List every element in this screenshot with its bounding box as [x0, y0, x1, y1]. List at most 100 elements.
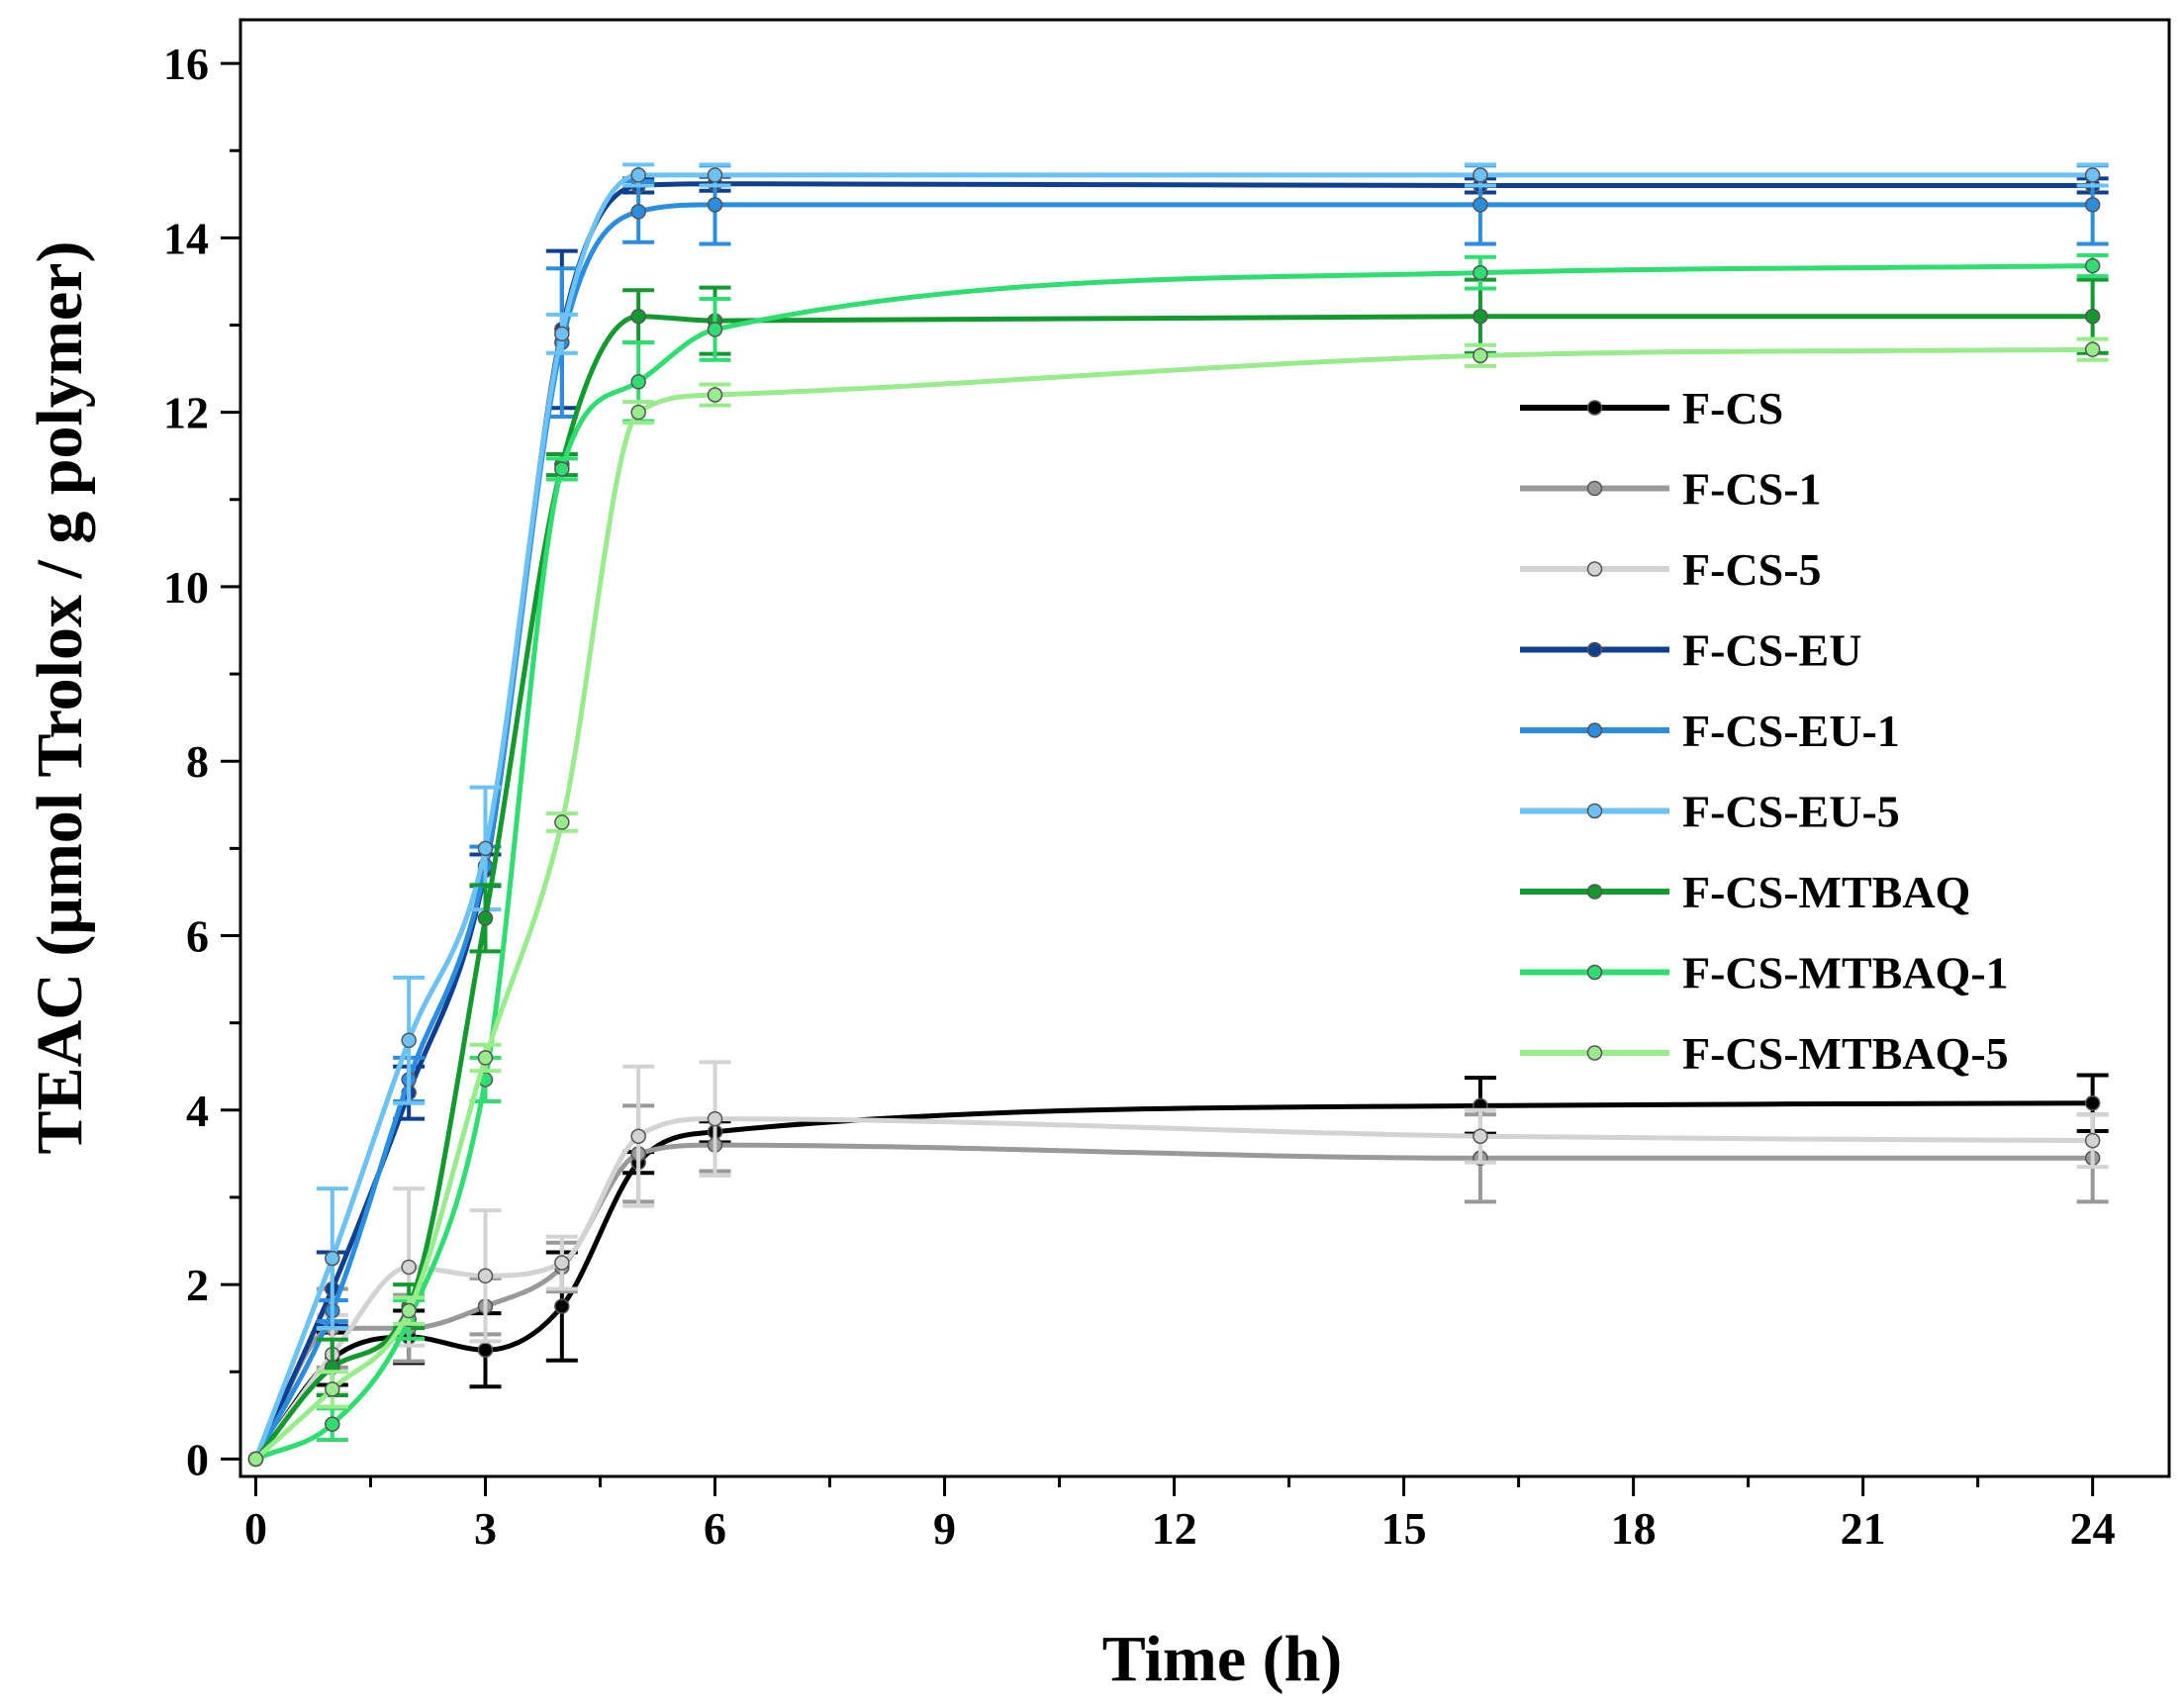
data-point: [630, 404, 646, 421]
series-line: [253, 1142, 2093, 1461]
legend-label: F-CS-MTBAQ-1: [1682, 948, 2009, 998]
x-tick-label: 3: [474, 1503, 497, 1554]
data-point: [1472, 167, 1488, 183]
legend: F-CS F-CS-1 F-CS-5 F-CS-EU F-CS-EU-1 F-CS-EU-…: [1520, 383, 2009, 1079]
data-point: [1472, 308, 1488, 325]
y-tick-label: 8: [186, 736, 209, 787]
data-point: [2084, 341, 2101, 357]
data-point: [477, 1342, 494, 1358]
legend-marker: [1586, 884, 1603, 900]
series-f-cs-mtbaq-5: [247, 336, 2109, 1468]
legend-marker: [1586, 641, 1603, 658]
x-tick-label: 15: [1381, 1503, 1427, 1554]
data-point: [2084, 1094, 2101, 1111]
legend-label: F-CS-EU: [1682, 625, 1861, 676]
series-f-cs: [247, 1073, 2109, 1468]
data-point: [325, 1250, 340, 1267]
legend-marker: [1586, 480, 1603, 497]
legend-item: F-CS-MTBAQ: [1520, 867, 1970, 917]
legend-label: F-CS-MTBAQ-5: [1682, 1028, 2009, 1079]
legend-marker: [1586, 803, 1603, 819]
legend-label: F-CS-EU-5: [1682, 787, 1900, 837]
data-point: [2084, 1132, 2101, 1149]
data-point: [707, 197, 723, 213]
series-line: [253, 1116, 2093, 1461]
legend-item: F-CS: [1520, 383, 1783, 433]
y-tick-label: 4: [186, 1086, 209, 1136]
data-point: [2084, 197, 2101, 213]
y-axis-title: TEAC (μmol Trolox / g polymer): [24, 241, 96, 1155]
x-tick-label: 18: [1611, 1503, 1657, 1554]
legend-label: F-CS-EU-1: [1682, 706, 1900, 756]
data-point: [630, 167, 646, 183]
plot-frame: [238, 18, 2171, 1478]
x-axis-title: Time (h): [1102, 1623, 1343, 1695]
x-tick-label: 21: [1841, 1503, 1886, 1554]
data-point: [630, 308, 646, 325]
data-point: [554, 814, 570, 830]
legend-label: F-CS: [1682, 383, 1783, 433]
data-point: [477, 910, 494, 926]
y-tick-label: 12: [163, 388, 209, 438]
data-point: [2084, 308, 2101, 325]
data-point: [707, 322, 723, 337]
legend-label: F-CS-MTBAQ: [1682, 867, 1970, 917]
data-point: [401, 1259, 417, 1276]
data-point: [630, 1128, 646, 1144]
data-point: [554, 326, 570, 342]
data-point: [2084, 257, 2101, 274]
data-point: [325, 1381, 340, 1397]
legend-item: F-CS-1: [1520, 464, 1822, 515]
legend-marker: [1586, 1045, 1603, 1061]
legend-item: F-CS-EU-1: [1520, 706, 1900, 756]
legend-marker: [1586, 400, 1603, 416]
x-tick-label: 0: [244, 1503, 267, 1554]
data-point: [707, 387, 723, 403]
data-point: [554, 461, 570, 477]
plot-area: [247, 162, 2109, 1468]
data-point: [554, 1255, 570, 1271]
x-tick-label: 9: [933, 1503, 956, 1554]
data-point: [630, 204, 646, 220]
data-point: [401, 1302, 417, 1319]
data-point: [707, 167, 723, 183]
y-tick-label: 6: [186, 911, 209, 962]
legend-item: F-CS-EU-5: [1520, 787, 1900, 837]
y-tick-label: 2: [186, 1260, 209, 1310]
data-point: [554, 1298, 570, 1314]
x-tick-label: 12: [1152, 1503, 1197, 1554]
series-f-cs-1: [247, 1103, 2109, 1468]
series-f-cs-eu-5: [247, 162, 2109, 1468]
legend-item: F-CS-MTBAQ-5: [1520, 1028, 2009, 1079]
legend-label: F-CS-1: [1682, 464, 1822, 515]
series-line: [254, 263, 2093, 1462]
data-point: [1472, 264, 1488, 281]
data-point: [1472, 347, 1488, 364]
legend-marker: [1586, 561, 1603, 577]
legend-item: F-CS-5: [1520, 544, 1822, 595]
legend-label: F-CS-5: [1682, 544, 1822, 595]
data-point: [325, 1416, 340, 1432]
data-point: [477, 840, 494, 857]
y-tick-label: 0: [186, 1434, 209, 1484]
series-f-cs-5: [247, 1060, 2109, 1468]
data-point: [1472, 197, 1488, 213]
data-point: [707, 1110, 723, 1127]
y-tick-label: 16: [163, 39, 209, 89]
data-point: [247, 1451, 264, 1468]
x-tick-label: 24: [2070, 1503, 2116, 1554]
data-point: [401, 1032, 417, 1049]
legend-item: F-CS-EU: [1520, 625, 1861, 676]
series-f-cs-mtbaq-1: [247, 252, 2109, 1468]
y-tick-label: 10: [163, 562, 209, 613]
legend-marker: [1586, 964, 1603, 981]
data-point: [1472, 1128, 1488, 1144]
y-tick-label: 14: [163, 213, 209, 263]
data-point: [630, 374, 646, 390]
data-point: [477, 1268, 494, 1284]
legend-marker: [1586, 722, 1603, 738]
data-point: [477, 1050, 494, 1066]
x-tick-label: 6: [704, 1503, 726, 1554]
